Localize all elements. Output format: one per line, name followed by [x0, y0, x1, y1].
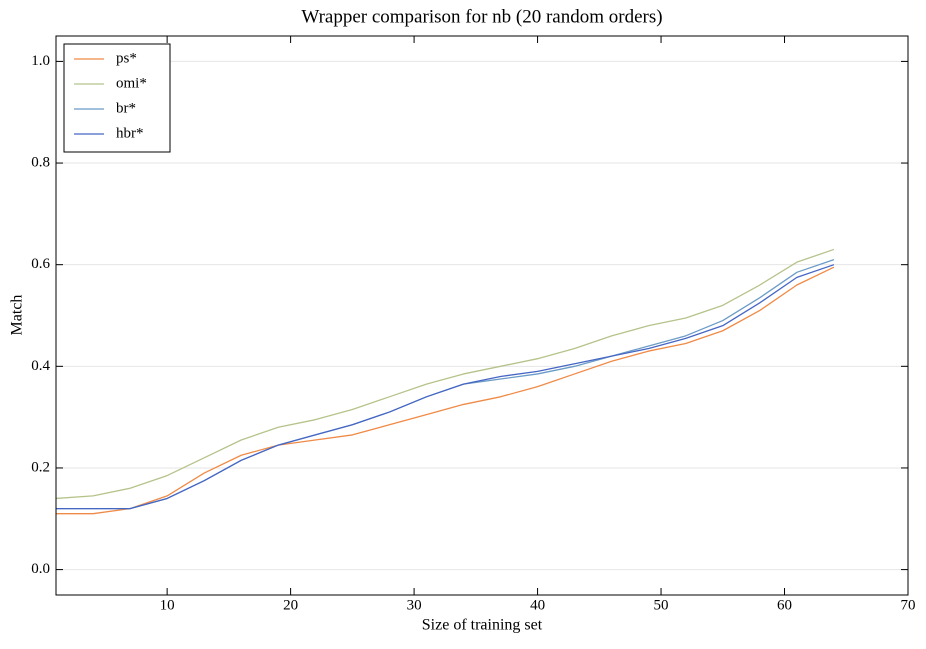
x-tick-label: 70: [901, 597, 916, 613]
x-tick-label: 60: [777, 597, 792, 613]
series-line: [55, 248, 835, 500]
y-tick-label: 0.2: [31, 459, 50, 475]
y-tick-label: 0.0: [31, 561, 50, 577]
y-tick-label: 1.0: [31, 53, 50, 69]
legend-label: hbr*: [116, 125, 144, 141]
y-tick-label: 0.6: [31, 256, 50, 272]
y-tick-label: 0.8: [31, 154, 50, 170]
y-tick-label: 0.4: [31, 358, 50, 374]
x-tick-label: 40: [530, 597, 545, 613]
legend-label: br*: [116, 100, 136, 116]
x-tick-label: 30: [407, 597, 422, 613]
x-axis-label: Size of training set: [422, 617, 543, 634]
y-axis-label: Match: [9, 295, 26, 336]
x-tick-label: 10: [160, 597, 175, 613]
x-tick-label: 50: [654, 597, 669, 613]
chart-title: Wrapper comparison for nb (20 random ord…: [301, 6, 662, 27]
x-tick-label: 20: [283, 597, 298, 613]
legend-label: omi*: [116, 75, 147, 91]
series-line: [56, 264, 835, 510]
legend-label: ps*: [116, 50, 137, 66]
plot-frame: [55, 35, 909, 596]
series-line: [56, 266, 835, 515]
